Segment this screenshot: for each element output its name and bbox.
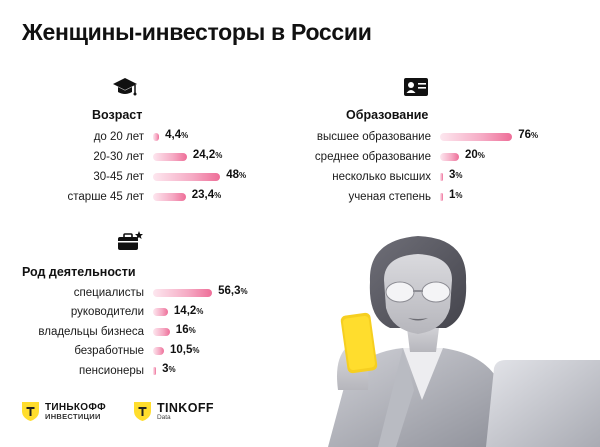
percent-sign: % bbox=[196, 306, 204, 316]
occupation-bar bbox=[153, 347, 165, 355]
occupation-bar bbox=[153, 327, 170, 336]
logo-invest-sub: ИНВЕСТИЦИИ bbox=[45, 411, 101, 421]
occupation-row-label: пенсионеры bbox=[79, 364, 144, 377]
logo-data-sub: Data bbox=[156, 413, 171, 421]
tinkoff-investments-logo: ТИНЬКОФФ ИНВЕСТИЦИИ bbox=[22, 402, 106, 421]
section-title-education: Образование bbox=[346, 108, 429, 122]
age-row: 20-30 лет bbox=[0, 148, 144, 165]
percent-sign: % bbox=[168, 365, 176, 374]
occupation-row: специалисты bbox=[0, 284, 144, 301]
id-card-icon bbox=[404, 78, 428, 96]
education-row: ученая степень bbox=[0, 188, 431, 205]
footer-logos: ТИНЬКОФФ ИНВЕСТИЦИИ TINKOFF Data bbox=[22, 402, 214, 421]
occupation-row: безработные bbox=[0, 343, 144, 360]
education-bar bbox=[440, 152, 459, 161]
age-row-label: старше 45 лет bbox=[67, 190, 144, 203]
age-row: старше 45 лет bbox=[0, 188, 144, 205]
age-row-label: 20-30 лет bbox=[93, 150, 144, 163]
education-row-label: среднее образование bbox=[314, 150, 431, 163]
percent-sign: % bbox=[214, 191, 222, 200]
education-value-label: 3% bbox=[449, 169, 463, 181]
percent-sign: % bbox=[215, 151, 223, 160]
percent-sign: % bbox=[188, 326, 196, 335]
education-row-label: высшее образование bbox=[316, 130, 431, 143]
percent-sign: % bbox=[455, 191, 463, 200]
age-value-label: 48% bbox=[226, 169, 247, 181]
age-value-label: 24,2% bbox=[192, 149, 223, 161]
education-value-label: 76% bbox=[518, 129, 539, 141]
age-row: 30-45 лет bbox=[0, 168, 144, 185]
age-value-label: 23,4% bbox=[191, 189, 222, 201]
tinkoff-data-logo: TINKOFF Data bbox=[133, 401, 214, 421]
education-row: несколько высших bbox=[0, 168, 431, 185]
percent-sign: % bbox=[530, 131, 539, 140]
age-row: до 20 лет bbox=[0, 128, 144, 145]
age-value-label: 4,4% bbox=[165, 129, 189, 141]
occupation-value-label: 3% bbox=[162, 363, 176, 375]
age-bar bbox=[153, 192, 186, 201]
percent-sign: % bbox=[181, 131, 189, 140]
education-value-label: 20% bbox=[465, 149, 485, 161]
occupation-value-label: 56,3% bbox=[218, 285, 248, 297]
logo-data-main: TINKOFF bbox=[156, 401, 214, 415]
tinkoff-shield-icon bbox=[22, 402, 39, 421]
occupation-value-label: 14,2% bbox=[173, 304, 204, 317]
age-row-label: до 20 лет bbox=[93, 130, 144, 143]
occupation-row-label: владельцы бизнеса bbox=[38, 325, 144, 338]
education-row-label: ученая степень bbox=[348, 190, 431, 203]
page-title: Женщины-инвесторы в России bbox=[22, 19, 372, 45]
briefcase-icon bbox=[118, 231, 143, 250]
logo-invest-main: ТИНЬКОФФ bbox=[45, 401, 106, 413]
education-row: среднее образование bbox=[0, 148, 431, 165]
occupation-value-label: 16% bbox=[175, 324, 196, 336]
percent-sign: % bbox=[240, 287, 248, 296]
age-bar bbox=[153, 132, 160, 141]
tinkoff-shield-icon bbox=[133, 402, 151, 421]
graduation-cap-icon bbox=[113, 78, 137, 96]
occupation-bar bbox=[153, 308, 168, 316]
section-title-age: Возраст bbox=[92, 108, 143, 122]
occupation-bar bbox=[153, 288, 213, 297]
occupation-row-label: безработные bbox=[74, 345, 144, 357]
occupation-bar bbox=[153, 366, 157, 375]
age-row-label: 30-45 лет bbox=[93, 170, 144, 183]
woman-illustration bbox=[328, 236, 600, 447]
percent-sign: % bbox=[477, 151, 485, 160]
education-bar bbox=[440, 172, 443, 181]
percent-sign: % bbox=[455, 171, 463, 180]
occupation-row: владельцы бизнеса bbox=[0, 323, 144, 340]
occupation-row-label: руководители bbox=[70, 306, 144, 318]
education-bar bbox=[440, 192, 443, 201]
occupation-value-label: 10,5% bbox=[170, 343, 200, 356]
education-row: высшее образование bbox=[0, 128, 431, 145]
age-bar bbox=[153, 172, 221, 181]
occupation-row: руководители bbox=[0, 304, 144, 321]
education-bar bbox=[440, 132, 513, 141]
occupation-row: пенсионеры bbox=[0, 362, 144, 379]
occupation-row-label: специалисты bbox=[73, 286, 144, 299]
percent-sign: % bbox=[238, 171, 247, 180]
percent-sign: % bbox=[192, 345, 200, 355]
education-row-label: несколько высших bbox=[332, 170, 431, 183]
age-bar bbox=[153, 152, 187, 161]
section-title-occupation: Род деятельности bbox=[22, 265, 136, 279]
education-value-label: 1% bbox=[449, 189, 463, 201]
